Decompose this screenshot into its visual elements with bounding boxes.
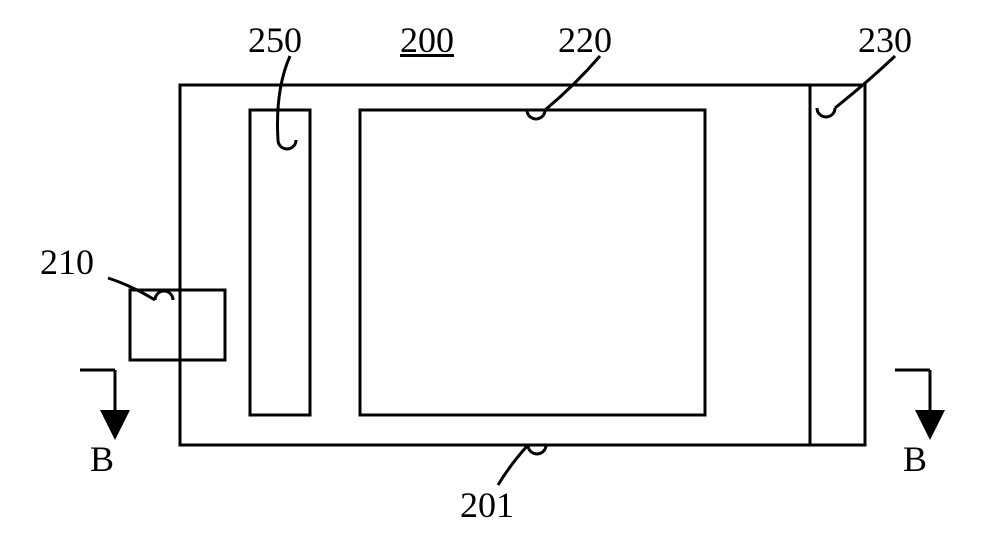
diagram-container: 200 250 220 230 210 201 B B bbox=[0, 0, 1000, 533]
section-marker-b-right: B bbox=[903, 438, 927, 480]
title-label: 200 bbox=[400, 19, 454, 61]
label-250: 250 bbox=[248, 19, 302, 61]
label-201: 201 bbox=[460, 484, 514, 526]
label-210: 210 bbox=[40, 241, 94, 283]
label-230: 230 bbox=[858, 19, 912, 61]
section-marker-b-left: B bbox=[90, 438, 114, 480]
diagram-svg bbox=[0, 0, 1000, 533]
label-220: 220 bbox=[558, 19, 612, 61]
